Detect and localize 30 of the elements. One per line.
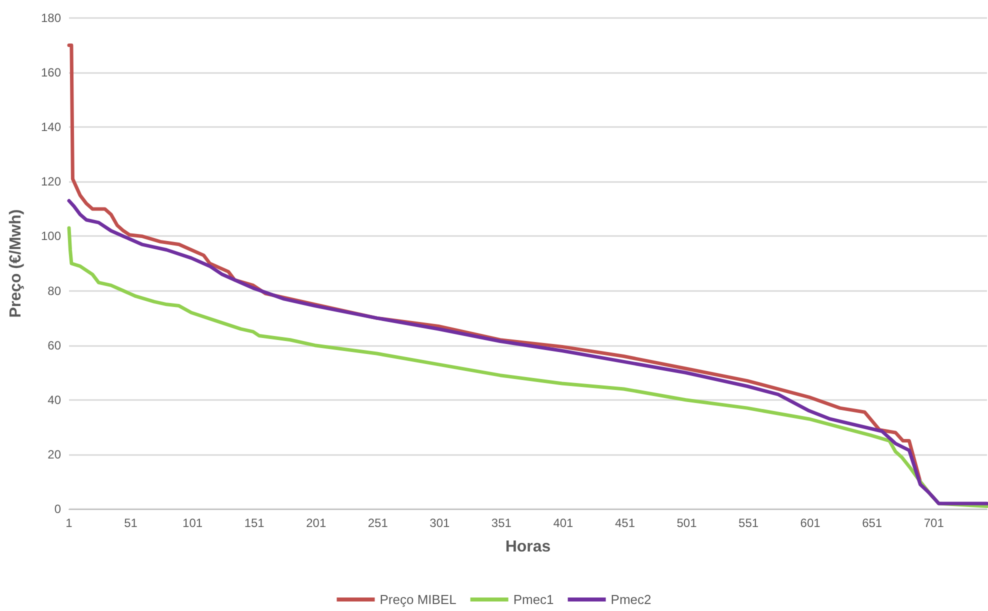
x-tick-label: 1 <box>66 516 73 530</box>
x-tick-label: 451 <box>614 516 636 530</box>
y-tick-label: 100 <box>40 229 62 244</box>
x-tick-label: 351 <box>491 516 512 530</box>
y-tick-label: 80 <box>48 284 62 298</box>
x-tick-label: 301 <box>430 516 450 530</box>
x-tick-label: 251 <box>368 516 388 530</box>
x-tick-label: 601 <box>800 516 821 530</box>
x-tick-label: 51 <box>124 516 138 530</box>
y-tick-label: 40 <box>48 392 62 407</box>
legend-label: Pmec1 <box>513 592 554 607</box>
x-tick-label: 151 <box>244 516 265 530</box>
x-tick-label: 701 <box>924 516 944 530</box>
y-tick-label: 20 <box>48 447 62 462</box>
y-tick-label: 140 <box>40 120 62 134</box>
y-axis-title: Preço (€/Mwh) <box>8 209 24 318</box>
x-tick-label: 401 <box>553 516 574 530</box>
x-tick-label: 201 <box>306 516 326 530</box>
y-tick-label: 120 <box>40 174 62 189</box>
x-tick-label: 651 <box>862 516 882 530</box>
y-tick-label: 180 <box>40 11 62 25</box>
legend-label: Pmec2 <box>610 592 652 607</box>
legend-label: Preço MIBEL <box>380 592 456 607</box>
y-tick-label: 60 <box>48 338 62 352</box>
x-axis-title: Horas <box>505 538 551 556</box>
y-tick-label: 160 <box>40 66 62 80</box>
y-tick-label: 0 <box>54 502 62 516</box>
x-tick-label: 101 <box>182 516 203 530</box>
x-tick-label: 501 <box>676 516 698 530</box>
x-tick-label: 551 <box>738 516 759 530</box>
